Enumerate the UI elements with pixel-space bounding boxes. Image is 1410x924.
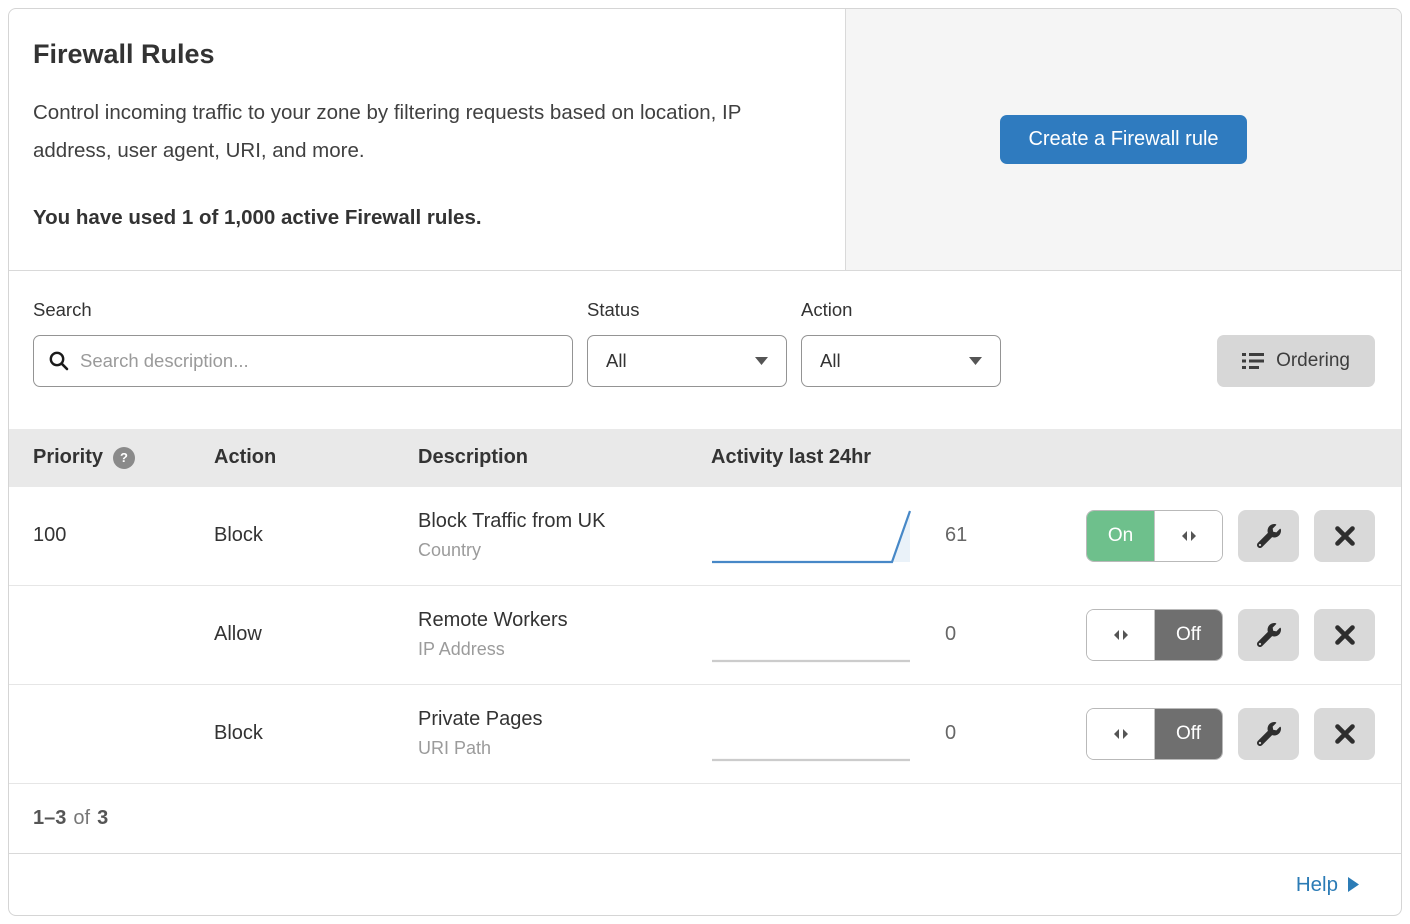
- activity-cell: 0 Off: [711, 706, 1375, 762]
- rule-description: Private Pages: [418, 708, 543, 731]
- help-link[interactable]: Help: [1296, 873, 1359, 897]
- rule-match-type: Country: [418, 540, 482, 561]
- ordering-list-icon: [1242, 352, 1265, 370]
- action-selected-value: All: [820, 349, 841, 371]
- rule-description: Block Traffic from UK: [418, 510, 606, 533]
- table-row: Block Private Pages URI Path 0 Off: [9, 685, 1401, 784]
- rule-description: Remote Workers: [418, 609, 568, 632]
- column-priority: Priority ?: [33, 446, 214, 469]
- activity-cell: 61 On: [711, 508, 1375, 564]
- help-bar: Help: [9, 854, 1401, 915]
- rule-controls: Off: [1086, 608, 1375, 661]
- pagination-of: of: [73, 806, 91, 829]
- table-header: Priority ? Action Description Activity l…: [9, 428, 1401, 487]
- rule-controls: On: [1086, 509, 1375, 562]
- action-filter-group: Action All: [801, 299, 1001, 387]
- create-firewall-rule-button[interactable]: Create a Firewall rule: [1000, 114, 1247, 164]
- rule-action: Allow: [214, 623, 262, 646]
- page-header: Firewall Rules Control incoming traffic …: [9, 9, 1401, 271]
- activity-count: 0: [945, 623, 957, 646]
- rule-enabled-toggle[interactable]: Off: [1086, 707, 1223, 760]
- ordering-button-label: Ordering: [1276, 349, 1350, 371]
- activity-count: 61: [945, 524, 968, 547]
- chevron-down-icon: [755, 356, 768, 365]
- column-description: Description: [418, 446, 529, 469]
- search-input[interactable]: [80, 349, 558, 372]
- pagination-total: 3: [97, 806, 109, 829]
- rule-match-type: IP Address: [418, 639, 505, 660]
- priority-help-icon[interactable]: ?: [113, 446, 136, 469]
- rule-enabled-toggle[interactable]: Off: [1086, 608, 1223, 661]
- status-label: Status: [587, 298, 640, 320]
- ordering-button[interactable]: Ordering: [1217, 334, 1375, 387]
- delete-rule-button[interactable]: [1314, 608, 1375, 661]
- help-link-label: Help: [1295, 872, 1338, 896]
- delete-rule-button[interactable]: [1314, 707, 1375, 760]
- usage-note: You have used 1 of 1,000 active Firewall…: [33, 205, 482, 229]
- filter-bar: Search Status All Action All: [9, 271, 1401, 429]
- rule-description-cell: Remote Workers IP Address: [418, 609, 711, 660]
- activity-sparkline: [712, 510, 911, 563]
- toggle-handle-icon: [1087, 708, 1155, 759]
- search-group: Search: [33, 299, 573, 387]
- close-icon: [1334, 724, 1355, 744]
- rule-enabled-toggle[interactable]: On: [1086, 509, 1223, 562]
- wrench-icon: [1256, 622, 1281, 647]
- rule-description-cell: Private Pages URI Path: [418, 708, 711, 759]
- edit-rule-button[interactable]: [1238, 707, 1299, 760]
- chevron-down-icon: [969, 356, 982, 365]
- column-activity: Activity last 24hr: [711, 446, 872, 469]
- pagination-range: 1–3: [33, 806, 67, 829]
- page-description: Control incoming traffic to your zone by…: [33, 101, 742, 162]
- firewall-rules-card: Firewall Rules Control incoming traffic …: [8, 8, 1402, 916]
- activity-sparkline: [712, 758, 910, 761]
- action-label: Action: [801, 298, 853, 320]
- search-label: Search: [33, 298, 92, 320]
- toggle-handle-icon: [1087, 609, 1155, 660]
- wrench-icon: [1256, 523, 1281, 548]
- delete-rule-button[interactable]: [1314, 509, 1375, 562]
- rule-action: Block: [214, 722, 263, 745]
- edit-rule-button[interactable]: [1238, 509, 1299, 562]
- arrow-right-icon: [1348, 877, 1359, 893]
- header-text-panel: Firewall Rules Control incoming traffic …: [9, 9, 845, 270]
- table-row: Allow Remote Workers IP Address 0 Off: [9, 586, 1401, 685]
- activity-count: 0: [945, 722, 957, 745]
- toggle-state-label: Off: [1155, 708, 1222, 759]
- rule-description-cell: Block Traffic from UK Country: [418, 510, 711, 561]
- toggle-handle-icon: [1154, 510, 1222, 561]
- rule-action: Block: [214, 524, 263, 547]
- column-action: Action: [214, 446, 277, 469]
- action-select[interactable]: All: [801, 334, 1001, 387]
- status-select[interactable]: All: [587, 334, 787, 387]
- rule-match-type: URI Path: [418, 738, 492, 759]
- close-icon: [1334, 526, 1355, 546]
- edit-rule-button[interactable]: [1238, 608, 1299, 661]
- status-selected-value: All: [606, 349, 627, 371]
- rule-priority: 100: [33, 524, 67, 547]
- column-priority-label: Priority: [33, 446, 104, 469]
- search-box[interactable]: [33, 334, 573, 387]
- toggle-state-label: Off: [1155, 609, 1222, 660]
- status-filter-group: Status All: [587, 299, 787, 387]
- wrench-icon: [1256, 721, 1281, 746]
- activity-cell: 0 Off: [711, 607, 1375, 663]
- rule-controls: Off: [1086, 707, 1375, 760]
- toggle-state-label: On: [1087, 510, 1154, 561]
- search-icon: [48, 350, 70, 372]
- page-title: Firewall Rules: [33, 39, 215, 69]
- close-icon: [1334, 625, 1355, 645]
- table-row: 100 Block Block Traffic from UK Country …: [9, 487, 1401, 586]
- header-action-panel: Create a Firewall rule: [845, 9, 1401, 270]
- activity-sparkline: [712, 659, 910, 662]
- pagination-bar: 1–3 of 3: [9, 784, 1401, 854]
